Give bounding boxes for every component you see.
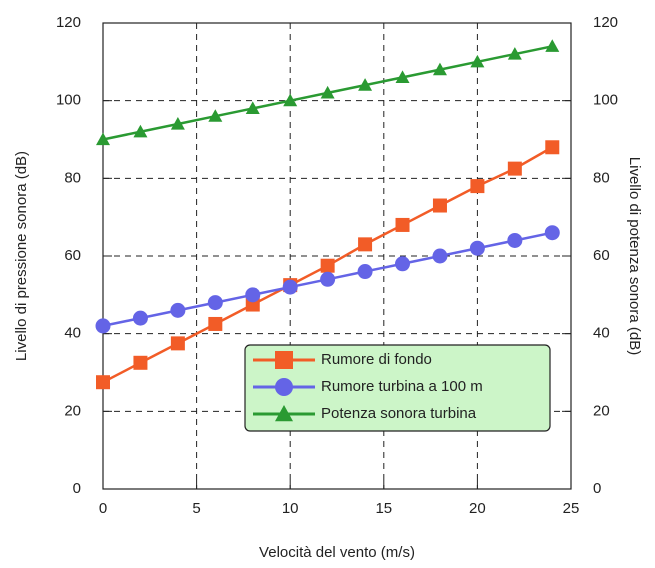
marker (395, 256, 411, 272)
marker (207, 295, 223, 311)
y-tick-label: 0 (73, 480, 81, 497)
y-tick-label: 100 (56, 92, 81, 109)
marker (395, 70, 410, 83)
y-tick-label: 120 (56, 14, 81, 31)
marker (208, 109, 223, 122)
y2-tick-label: 80 (593, 169, 610, 186)
legend-box (244, 344, 551, 432)
marker (469, 240, 485, 256)
y2-tick-label: 40 (593, 325, 610, 342)
marker (545, 39, 560, 52)
y2-axis-label: Livello di potenza sonora (dB) (626, 157, 643, 355)
marker (96, 132, 110, 146)
marker (320, 258, 335, 273)
marker (283, 93, 298, 107)
y-tick-label: 40 (64, 325, 81, 342)
x-tick-label: 15 (375, 500, 392, 517)
y2-tick-label: 60 (593, 247, 610, 264)
marker (432, 248, 448, 264)
marker (545, 140, 560, 155)
legend-label: Potenza sonora turbina (321, 405, 477, 422)
y-tick-label: 60 (64, 247, 81, 264)
marker (170, 302, 186, 318)
x-tick-label: 10 (282, 500, 299, 517)
marker (507, 47, 522, 60)
marker (208, 316, 223, 331)
marker (275, 351, 293, 369)
y2-tick-label: 20 (593, 402, 610, 419)
marker (507, 161, 522, 176)
marker (133, 355, 148, 370)
y2-tick-label: 120 (593, 14, 618, 31)
y2-tick-label: 0 (593, 480, 601, 497)
marker (358, 78, 373, 91)
marker (357, 264, 373, 280)
marker (275, 405, 293, 422)
marker (282, 279, 298, 295)
y2-tick-label: 100 (593, 92, 618, 109)
x-axis-label: Velocità del vento (m/s) (259, 544, 415, 561)
legend-label: Rumore di fondo (321, 351, 432, 368)
x-tick-label: 5 (192, 500, 200, 517)
marker (170, 116, 185, 130)
marker (245, 101, 260, 115)
marker (432, 198, 447, 213)
marker (544, 225, 560, 241)
y-tick-label: 80 (64, 169, 81, 186)
marker (96, 375, 110, 390)
marker (395, 217, 410, 232)
marker (358, 237, 373, 252)
x-tick-label: 20 (469, 500, 486, 517)
marker (470, 179, 485, 194)
legend-label: Rumore turbina a 100 m (321, 378, 483, 395)
marker (245, 287, 261, 303)
marker (95, 318, 111, 334)
marker (133, 124, 148, 138)
marker (320, 85, 335, 99)
plot-frame (102, 22, 572, 490)
marker (507, 232, 523, 248)
marker (170, 336, 185, 351)
marker (132, 310, 148, 326)
marker (470, 54, 485, 68)
marker (320, 271, 336, 287)
x-tick-label: 25 (563, 500, 580, 517)
y-tick-label: 20 (64, 402, 81, 419)
marker (275, 378, 293, 396)
x-tick-label: 0 (99, 500, 107, 517)
marker (432, 62, 447, 76)
y-axis-label: Livello di pressione sonora (dB) (13, 151, 30, 361)
